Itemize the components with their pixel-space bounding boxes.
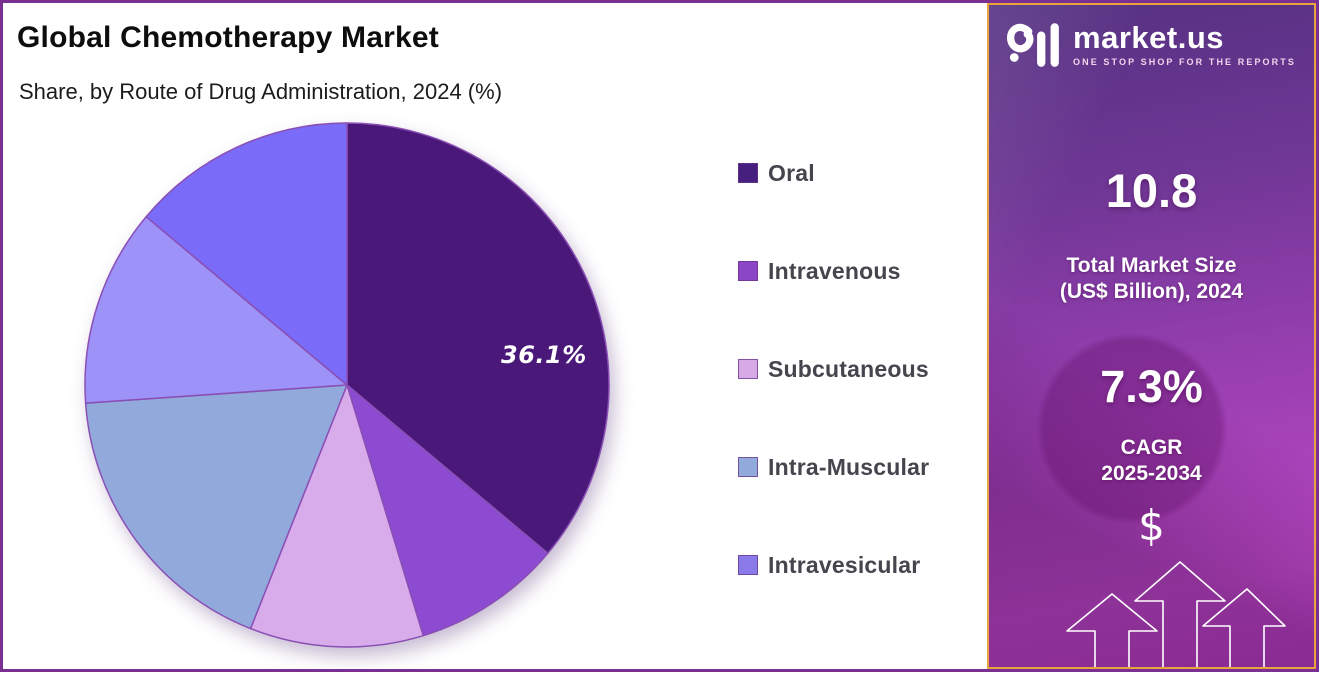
legend-label: Intravesicular [768,551,921,578]
chart-panel: Global Chemotherapy Market Share, by Rou… [3,3,988,669]
pie-chart [64,102,630,668]
pie-slice-intra-muscular [84,384,348,630]
brand-name: market.us [1073,19,1224,55]
logo-text: market.us ONE STOP SHOP FOR THE REPORTS [1073,22,1296,67]
legend-label: Oral [768,159,815,186]
legend-item-subcutaneous: Subcutaneous [738,355,929,382]
marketus-logo: market.us ONE STOP SHOP FOR THE REPORTS [989,21,1314,67]
pie-slice-subcutaneous [249,384,425,648]
cagr-label-line1: CAGR [1120,436,1183,459]
legend: Oral Intravenous Subcutaneous Intra-Muscula… [738,159,930,651]
page-title: Global Chemotherapy Market [17,21,439,54]
legend-label: Intravenous [768,257,901,284]
pie-slice-intravenous [346,384,549,637]
brand-tagline: ONE STOP SHOP FOR THE REPORTS [1073,56,1296,67]
legend-swatch-icon [738,261,758,281]
legend-swatch-icon [738,359,758,379]
market-size-label-line1: Total Market Size [1066,254,1237,277]
legend-item-intravesicular: Intravesicular [738,551,929,578]
promo-panel: market.us ONE STOP SHOP FOR THE REPORTS … [987,3,1316,669]
legend-item-intra-muscular: Intra-Muscular [738,453,930,480]
legend-label: Subcutaneous [768,355,929,382]
marketus-logo-mark-icon [1007,23,1059,67]
pie-slice-oral [346,122,610,555]
pie-slice-others [145,122,348,386]
pie-chart-svg [84,122,610,648]
legend-item-intravenous: Intravenous [738,257,929,284]
oral-slice-value-label: 36.1% [501,341,587,369]
cagr-value: 7.3% [1100,361,1203,412]
dollar-icon: $ [1138,501,1165,550]
market-size-value: 10.8 [1105,164,1198,217]
legend-swatch-icon [738,163,758,183]
cagr-label: CAGR 2025-2034 [989,435,1314,487]
cagr-label-line2: 2025-2034 [1101,462,1202,485]
legend-swatch-icon [738,457,758,477]
legend-swatch-icon [738,555,758,575]
growth-arrows-icon [1066,561,1286,667]
legend-label: Intra-Muscular [768,453,930,480]
legend-item-oral: Oral [738,159,929,186]
market-size-label: Total Market Size (US$ Billion), 2024 [989,253,1314,305]
pie-slice-intravesicular [84,215,348,404]
market-size-label-line2: (US$ Billion), 2024 [1059,280,1244,303]
chart-subtitle: Share, by Route of Drug Administration, … [19,79,503,104]
